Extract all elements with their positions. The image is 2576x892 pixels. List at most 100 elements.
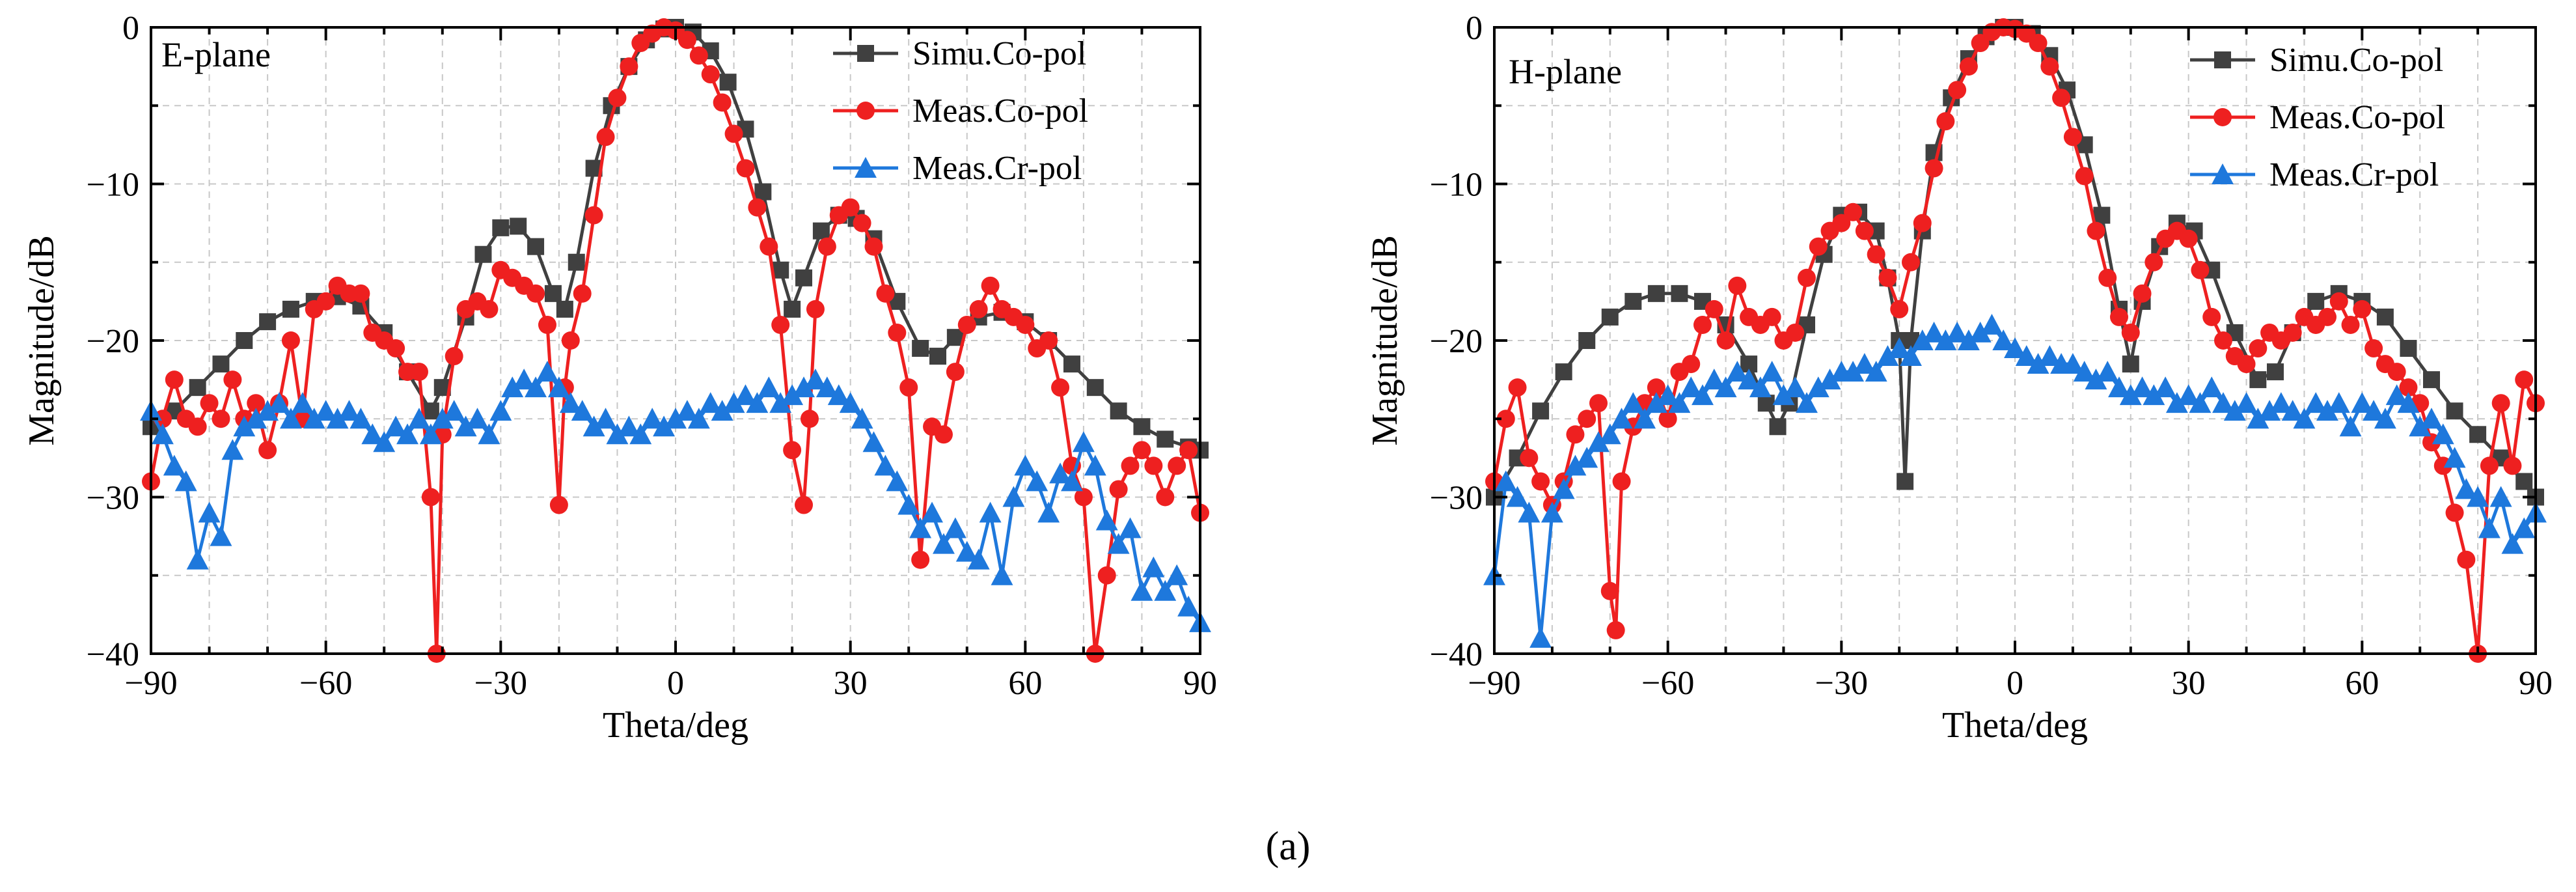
data-point — [897, 494, 920, 515]
data-point — [258, 441, 277, 460]
data-point — [2189, 392, 2212, 413]
data-point — [525, 376, 547, 398]
data-point — [812, 222, 830, 240]
data-point — [1757, 395, 1775, 412]
y-tick-label: −40 — [87, 636, 139, 673]
x-tick-label: −60 — [1641, 665, 1694, 702]
data-point — [1600, 581, 1619, 600]
legend-label: Meas.Co-pol — [912, 92, 1088, 130]
y-tick-label: −30 — [87, 480, 139, 517]
data-point — [793, 376, 815, 398]
data-point — [754, 183, 772, 201]
data-point — [1668, 392, 1691, 413]
data-point — [1705, 300, 1723, 318]
data-point — [210, 525, 232, 546]
data-point — [419, 423, 442, 445]
data-point — [911, 550, 930, 569]
data-point — [2121, 323, 2140, 342]
data-point — [1749, 376, 1772, 398]
data-point — [2202, 307, 2221, 326]
data-point — [1853, 353, 1876, 374]
data-point — [2457, 550, 2476, 569]
data-point — [188, 417, 207, 436]
data-point — [2374, 408, 2396, 429]
data-point — [1796, 392, 1818, 413]
data-point — [1716, 331, 1735, 350]
data-point — [174, 470, 197, 492]
ticks — [1493, 26, 2537, 655]
data-point — [979, 501, 1002, 523]
data-point — [385, 415, 407, 437]
data-point — [316, 292, 335, 311]
data-point — [1992, 329, 2015, 350]
data-point — [2491, 394, 2510, 413]
legend-item: Meas.Cr-pol — [2190, 156, 2439, 193]
data-point — [568, 253, 585, 271]
data-point — [212, 355, 230, 373]
data-point — [1063, 355, 1080, 373]
data-point — [2075, 167, 2094, 186]
data-point — [1946, 322, 1969, 342]
data-point — [478, 423, 500, 445]
data-point — [946, 363, 965, 382]
data-point — [2110, 307, 2128, 326]
data-point — [2399, 378, 2418, 397]
data-point — [1726, 361, 1749, 382]
data-point — [1506, 486, 1529, 507]
data-point — [1923, 322, 1945, 342]
data-point — [573, 284, 592, 303]
y-tick-label: 0 — [122, 10, 139, 47]
data-point — [1531, 472, 1550, 491]
legend-marker — [856, 102, 875, 120]
data-point — [582, 415, 605, 437]
legend-marker — [855, 157, 877, 178]
data-point — [1948, 81, 1967, 100]
data-point — [1168, 456, 1186, 475]
data-point — [1671, 285, 1688, 302]
data-point — [687, 408, 710, 429]
data-point — [2249, 339, 2268, 358]
data-point — [1890, 300, 1909, 318]
data-point — [1555, 363, 1572, 381]
data-point — [1601, 308, 1619, 326]
data-point — [2281, 400, 2304, 421]
data-point — [815, 376, 838, 398]
data-point — [1144, 456, 1163, 475]
data-point — [536, 361, 558, 382]
data-point — [1566, 425, 1585, 444]
data-point — [2446, 402, 2463, 420]
data-point — [349, 408, 372, 429]
data-point — [888, 323, 907, 342]
legend-label: Meas.Co-pol — [2269, 99, 2445, 136]
data-point — [151, 423, 174, 445]
data-point — [1002, 486, 1025, 507]
data-point — [2467, 486, 2489, 507]
y-tick-label: −10 — [1430, 167, 1483, 204]
data-point — [1552, 478, 1575, 499]
data-point — [408, 408, 430, 429]
data-point — [2096, 361, 2119, 382]
data-point — [1936, 112, 1955, 131]
data-point — [2329, 292, 2348, 311]
data-point — [909, 517, 932, 538]
data-point — [2249, 371, 2267, 389]
data-point — [1612, 472, 1631, 491]
y-tick-label: −10 — [87, 167, 139, 204]
data-point — [933, 533, 955, 554]
data-point — [1177, 595, 1200, 617]
data-point — [2432, 423, 2454, 445]
data-point — [2353, 300, 2372, 318]
data-point — [259, 313, 277, 331]
data-point — [396, 423, 418, 445]
data-point — [1061, 470, 1083, 492]
data-point — [1876, 345, 1899, 366]
data-point — [795, 269, 813, 286]
series-meas-cr-pol — [140, 361, 1211, 632]
data-point — [1969, 322, 1992, 342]
data-point — [2515, 473, 2533, 490]
ticks — [150, 26, 1201, 655]
data-point — [1925, 159, 1943, 178]
data-point — [549, 495, 568, 514]
x-tick-label: 90 — [2519, 665, 2553, 702]
x-tick-label: 60 — [2345, 665, 2379, 702]
